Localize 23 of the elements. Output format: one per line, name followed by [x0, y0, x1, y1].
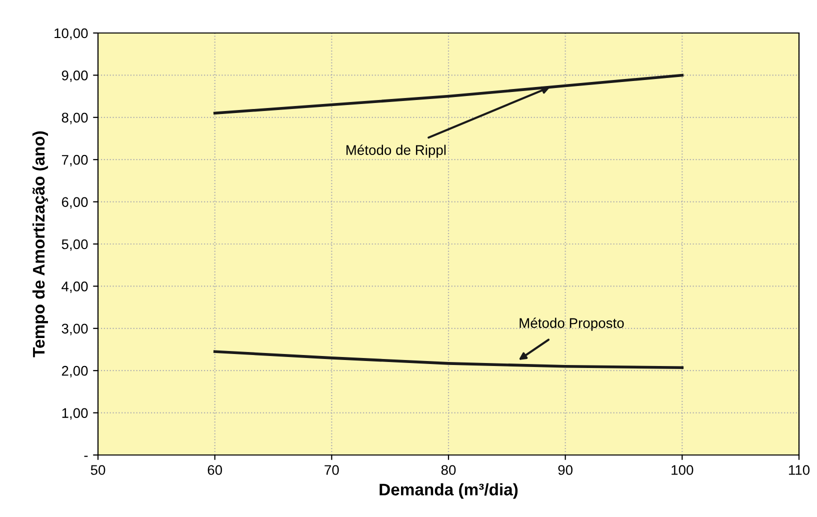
y-tick-label: 10,00 [54, 28, 88, 40]
line-series [213, 350, 684, 370]
y-tick-label: 3,00 [62, 324, 88, 336]
x-tick-label: 80 [441, 465, 456, 475]
y-tick-label: - [84, 456, 88, 457]
x-tick-label: 110 [788, 465, 810, 475]
x-tick-label: 90 [558, 465, 573, 475]
y-tick-label: 2,00 [62, 366, 88, 378]
annotation: Método de Rippl [346, 144, 446, 158]
annotation: Método Proposto [520, 318, 624, 331]
x-axis-title: Demanda (m³/dia) [380, 483, 518, 499]
y-axis-title: Tempo de Amortização (ano) [32, 131, 48, 358]
y-tick-label: 4,00 [62, 282, 88, 294]
y-tick-label: 1,00 [62, 408, 88, 420]
y-tick-label: 5,00 [62, 239, 88, 251]
y-tick-label: 9,00 [62, 70, 88, 82]
x-tick-label: 100 [672, 465, 694, 475]
y-tick-label: 6,00 [62, 197, 88, 209]
x-tick-label: 70 [324, 465, 339, 475]
x-tick-label: 60 [208, 465, 222, 475]
y-tick-label: 7,00 [62, 154, 88, 166]
y-tick-label: 8,00 [62, 112, 88, 124]
x-tick-label: 50 [90, 465, 106, 475]
